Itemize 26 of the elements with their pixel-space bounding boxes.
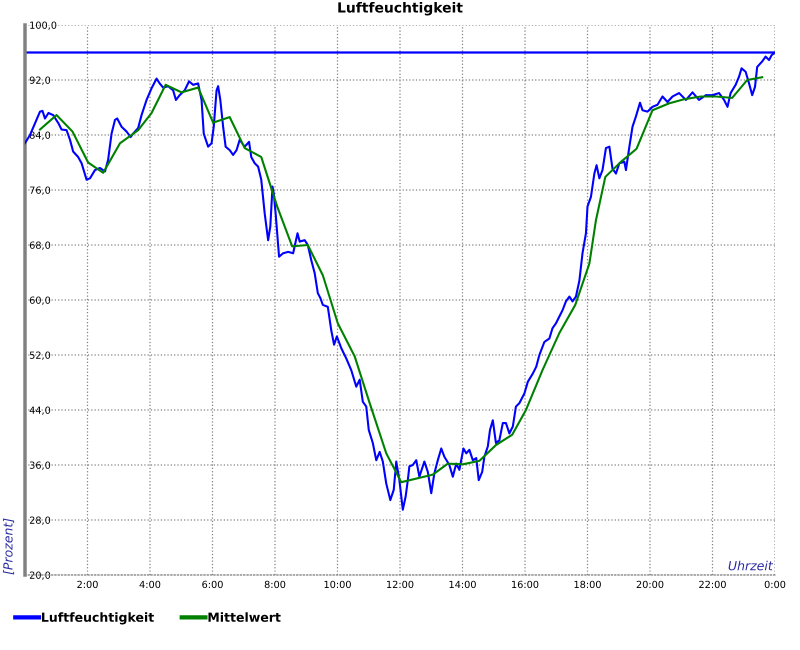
x-tick-label: 16:00 xyxy=(512,580,538,588)
chart-title: Luftfeuchtigkeit xyxy=(338,2,463,16)
x-tick-label: 8:00 xyxy=(264,580,286,588)
legend-label: Luftfeuchtigkeit xyxy=(42,612,154,624)
y-tick-label: 76,0 xyxy=(30,186,50,195)
y-tick-label: 68,0 xyxy=(30,241,50,250)
x-tick-label: 12:00 xyxy=(387,580,414,588)
x-tick-label: 22:00 xyxy=(699,580,726,588)
x-axis-title: Uhrzeit xyxy=(728,560,774,570)
legend-label: Mittelwert xyxy=(208,612,281,622)
y-axis-title: [Prozent] xyxy=(2,518,14,574)
y-tick-label: 44,0 xyxy=(30,406,50,415)
y-tick-label: 52,0 xyxy=(30,351,50,360)
y-tick-label: 92,0 xyxy=(30,76,50,85)
x-tick-label: 18:00 xyxy=(574,580,601,588)
x-tick-label: 14:00 xyxy=(450,580,476,588)
y-tick-label: 36,0 xyxy=(30,461,50,470)
x-tick-label: 4:00 xyxy=(140,580,160,588)
x-tick-label: 20:00 xyxy=(636,580,664,588)
y-tick-label: 100,0 xyxy=(30,21,56,30)
x-tick-label: 10:00 xyxy=(324,580,351,588)
y-tick-label: 60,0 xyxy=(30,296,50,305)
x-tick-label: 6:00 xyxy=(202,580,223,588)
x-tick-label: 0:00 xyxy=(764,580,786,588)
y-tick-label: 28,0 xyxy=(30,516,50,525)
x-tick-label: 2:00 xyxy=(77,580,98,588)
